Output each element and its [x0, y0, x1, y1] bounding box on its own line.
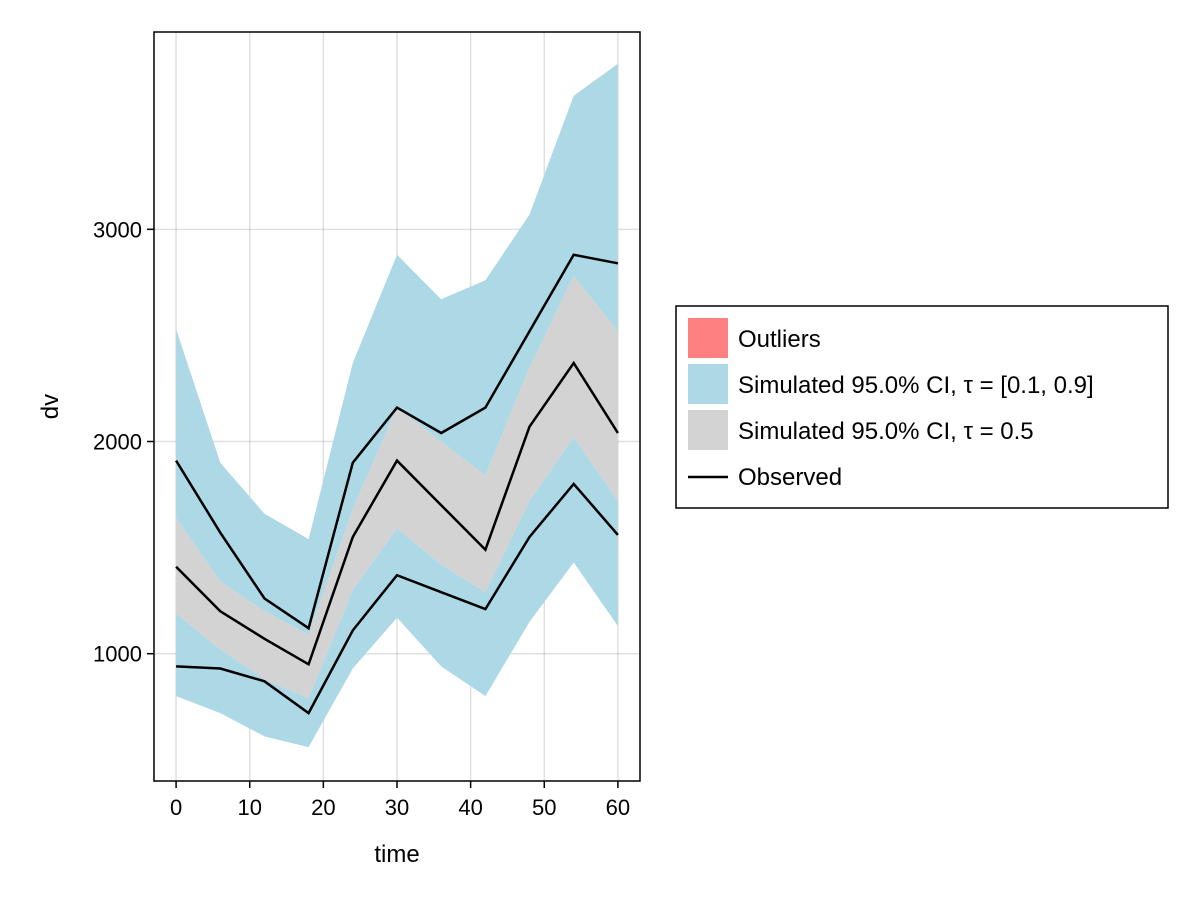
legend-label-1: Simulated 95.0% CI, τ = [0.1, 0.9]	[738, 372, 1094, 399]
band-upper	[176, 63, 618, 635]
band-layer	[176, 63, 618, 748]
line-layer	[175, 253, 619, 715]
y-tick-label-1: 2000	[93, 430, 142, 455]
legend-swatch-2	[688, 410, 728, 450]
observed-line-0	[175, 253, 619, 631]
band-lower	[176, 437, 618, 748]
x-tick-label-5: 50	[532, 795, 556, 820]
observed-line-2	[176, 481, 619, 715]
y-axis-label: dv	[37, 394, 64, 419]
legend-label-3: Observed	[738, 464, 842, 491]
legend-swatch-1	[688, 364, 728, 404]
x-tick-label-4: 40	[458, 795, 482, 820]
x-tick-label-0: 0	[170, 795, 182, 820]
legend-label-2: Simulated 95.0% CI, τ = 0.5	[738, 418, 1034, 445]
x-tick-label-3: 30	[385, 795, 409, 820]
legend-frame	[675, 305, 1169, 509]
y-tick-label-2: 3000	[93, 217, 142, 242]
x-tick-label-1: 10	[237, 795, 261, 820]
x-tick-label-6: 60	[606, 795, 630, 820]
x-axis-ticks: 0 10 20 30 40 50 60	[170, 781, 630, 820]
legend-label-0: Outliers	[738, 326, 821, 353]
y-tick-label-0: 1000	[93, 642, 142, 667]
x-tick-label-2: 20	[311, 795, 335, 820]
legend-swatch-0	[688, 318, 728, 358]
band-median	[176, 276, 618, 699]
legend: Outliers Simulated 95.0% CI, τ = [0.1, 0.…	[675, 305, 1169, 509]
y-axis-ticks: 1000 2000 3000	[93, 217, 154, 667]
observed-line-1	[175, 360, 619, 667]
x-axis-label: time	[374, 841, 419, 868]
